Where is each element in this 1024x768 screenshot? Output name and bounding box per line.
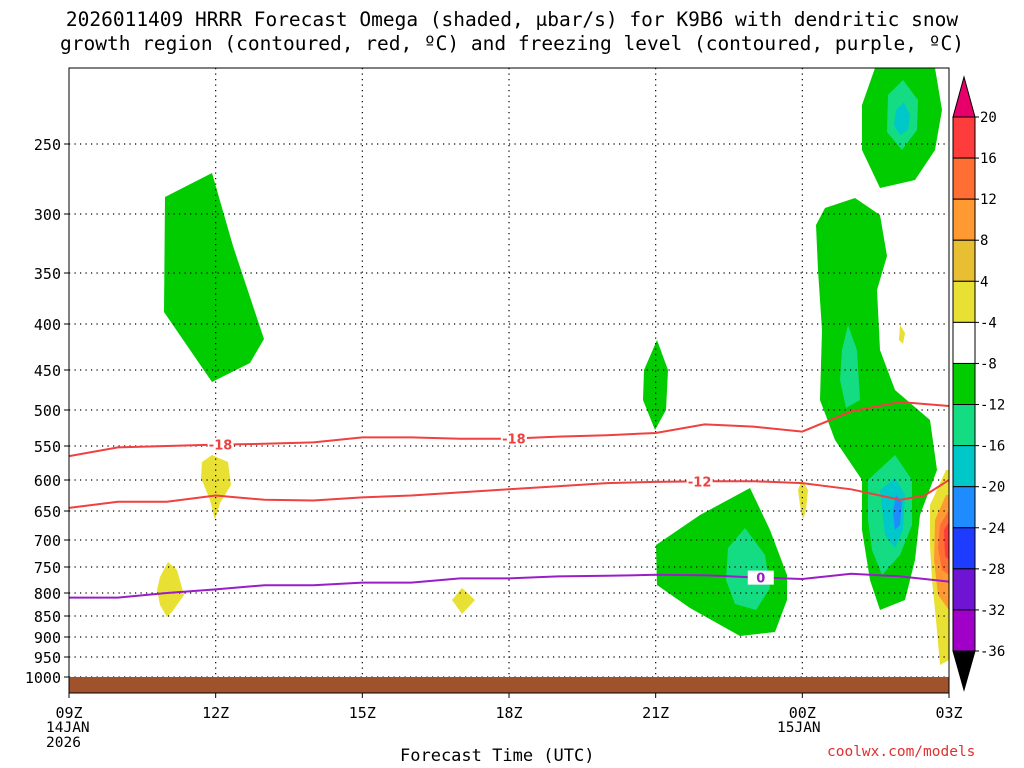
second-date-day: 15JAN <box>777 720 821 736</box>
colorbar-band <box>952 445 976 488</box>
colorbar-band <box>952 198 976 241</box>
y-tick-label: 250 <box>34 136 61 154</box>
colorbar-label: 16 <box>980 151 997 167</box>
contour-label: -12 <box>688 475 712 490</box>
contour-dgz_-12 <box>69 479 949 509</box>
credit-link[interactable]: coolwx.com/models <box>827 744 976 760</box>
x-tick-label: 12Z <box>202 704 229 722</box>
omega-positive-pocket-b <box>157 562 184 617</box>
colorbar-label: -20 <box>980 480 1005 496</box>
colorbar-label: -28 <box>980 562 1005 578</box>
y-tick-label: 300 <box>34 206 61 224</box>
colorbar-band <box>952 609 976 652</box>
start-date-day: 14JAN <box>46 720 90 736</box>
colorbar-band <box>952 321 976 364</box>
contour-label-bg <box>686 474 713 489</box>
x-tick-label: 15Z <box>349 704 376 722</box>
y-tick-label: 450 <box>34 362 61 380</box>
colorbar-label: -8 <box>980 356 997 372</box>
omega-positive-pocket-d <box>798 480 808 520</box>
colorbar-band <box>952 486 976 529</box>
y-tick-label: 700 <box>34 532 61 550</box>
omega-region-column-lower-blue <box>893 495 902 530</box>
start-date: 14JAN 2026 <box>46 721 90 751</box>
y-tick-label: 750 <box>34 559 61 577</box>
plot-area: -18 -18 -12 0 <box>69 68 949 693</box>
omega-positive-pocket-e <box>899 325 905 344</box>
colorbar-band <box>952 157 976 200</box>
start-date-year: 2026 <box>46 735 81 751</box>
x-tick-label: 18Z <box>495 704 522 722</box>
y-tick-label: 800 <box>34 585 61 603</box>
contour-label-bg <box>500 431 527 446</box>
omega-positive-edge-red <box>938 510 949 575</box>
omega-region-evening <box>656 488 787 636</box>
x-tick-label: 03Z <box>935 704 962 722</box>
colorbar-bottom-arrow <box>952 650 976 692</box>
y-tick-label: 850 <box>34 608 61 626</box>
colorbar-band <box>952 280 976 323</box>
contour-lines: -18 -18 -12 0 <box>69 400 949 599</box>
omega-shading <box>157 68 949 665</box>
x-axis-label: Forecast Time (UTC) <box>400 746 595 766</box>
y-tick-label: 950 <box>34 649 61 667</box>
x-axis: 09Z 12Z 15Z 18Z 21Z 00Z 03Z <box>55 693 963 722</box>
colorbar-label: 20 <box>980 110 997 126</box>
chart-title-line1: 2026011409 HRRR Forecast Omega (shaded, … <box>65 8 959 31</box>
ground-surface <box>69 677 949 693</box>
colorbar-band <box>952 116 976 159</box>
colorbar: 20 16 12 8 4 -4 -8 -12 -16 -20 -24 -28 -32 -36 <box>952 75 1005 692</box>
chart-title: 2026011409 HRRR Forecast Omega (shaded, … <box>0 8 1024 56</box>
colorbar-label: -16 <box>980 439 1005 455</box>
x-tick-label: 21Z <box>642 704 669 722</box>
colorbar-label: -12 <box>980 398 1005 414</box>
colorbar-label: 8 <box>980 233 988 249</box>
y-tick-label: 600 <box>34 472 61 490</box>
omega-region-midday <box>643 340 668 430</box>
omega-positive-pocket-c <box>452 588 475 614</box>
contour-freezing_0 <box>69 572 949 599</box>
colorbar-band <box>952 362 976 406</box>
contour-label-bg <box>207 437 234 452</box>
colorbar-label: -32 <box>980 603 1005 619</box>
colorbar-band <box>952 239 976 282</box>
omega-positive-edge-core <box>944 522 949 560</box>
second-date: 15JAN <box>777 721 821 736</box>
colorbar-band <box>952 568 976 611</box>
colorbar-band <box>952 404 976 447</box>
grid-lines <box>69 68 949 693</box>
y-tick-label: 400 <box>34 316 61 334</box>
y-tick-label: 550 <box>34 438 61 456</box>
colorbar-label: -24 <box>980 521 1005 537</box>
x-tick-label: 00Z <box>789 704 816 722</box>
colorbar-label: -4 <box>980 315 997 331</box>
y-tick-label: 900 <box>34 629 61 647</box>
y-tick-label: 500 <box>34 402 61 420</box>
colorbar-label: 12 <box>980 192 997 208</box>
contour-label: -18 <box>502 433 526 448</box>
chart-title-line2: growth region (contoured, red, ºC) and f… <box>60 32 964 55</box>
omega-region-upper-left <box>164 173 264 382</box>
colorbar-label: 4 <box>980 274 988 290</box>
y-axis: 250 300 350 400 450 500 550 600 650 700 750 800 850 9… <box>25 136 69 687</box>
colorbar-band <box>952 527 976 570</box>
y-tick-label: 650 <box>34 503 61 521</box>
omega-region-column-lower-inner <box>880 478 905 548</box>
omega-positive-pocket-a <box>201 455 231 520</box>
omega-region-column-core <box>840 325 860 408</box>
y-tick-label: 350 <box>34 265 61 283</box>
y-tick-label: 1000 <box>25 669 61 687</box>
omega-region-evening-core <box>726 528 770 610</box>
contour-label: 0 <box>756 572 765 587</box>
omega-region-top-right-inner <box>894 102 910 135</box>
contour-label-bg <box>747 570 774 585</box>
colorbar-top-arrow <box>952 75 976 118</box>
contour-label: -18 <box>209 438 233 453</box>
colorbar-label: -36 <box>980 644 1005 660</box>
x-tick-label: 09Z <box>55 704 82 722</box>
